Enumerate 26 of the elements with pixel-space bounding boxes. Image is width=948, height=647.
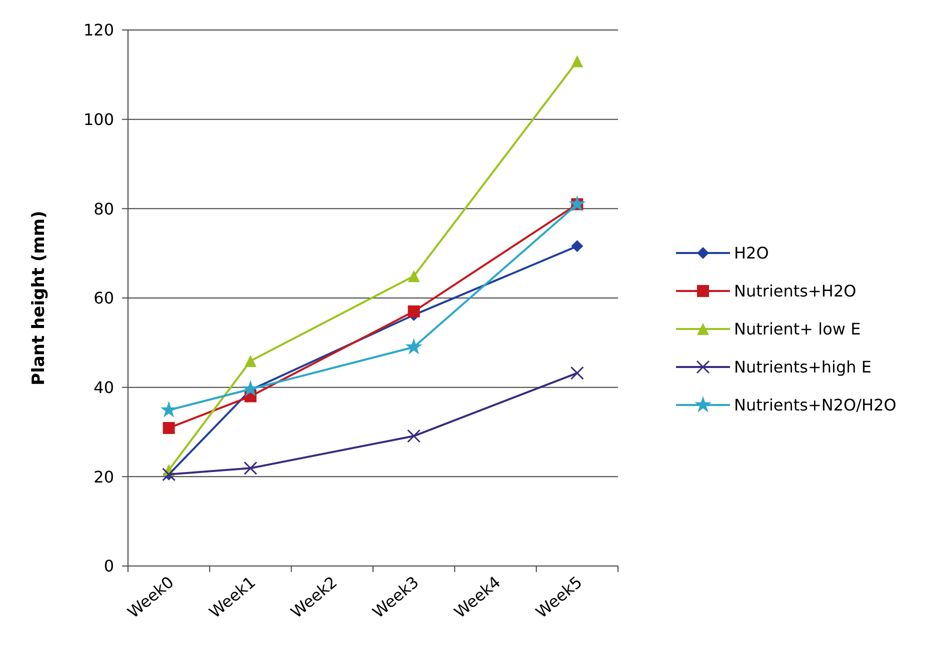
legend-label: Nutrients+N2O/H2O [734,396,896,415]
y-tick-label: 120 [83,20,114,40]
legend-label: Nutrient+ low E [734,320,861,339]
y-tick-label: 80 [94,199,114,218]
point [408,270,420,282]
y-tick-label: 20 [94,467,114,486]
point [162,422,175,434]
y-tick-label: 40 [94,378,114,397]
point [571,240,584,252]
point [408,305,420,318]
point [244,461,258,475]
legend-label: Nutrients+H2O [734,282,856,301]
point [242,380,260,396]
point [570,366,584,380]
point [571,55,584,68]
point [244,354,256,367]
y-tick-label: 100 [83,110,114,129]
point [407,429,421,443]
point [568,195,586,212]
y-tick-label: 0 [104,556,114,576]
point [160,401,178,418]
point [405,338,422,354]
legend-label: H2O [734,244,769,263]
y-tick-label: 60 [94,288,114,308]
y-axis-title: Plant height (mm) [29,210,49,386]
legend-label: Nutrients+high E [734,358,872,377]
